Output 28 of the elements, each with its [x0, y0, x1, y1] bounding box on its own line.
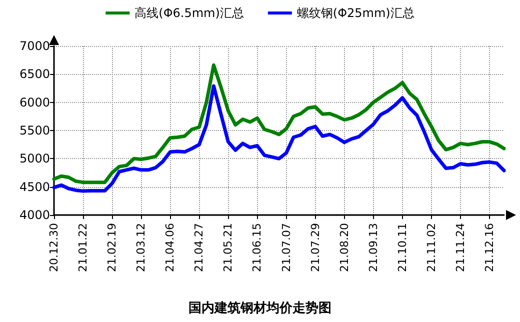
x-tick-label: 21.02.19 — [106, 223, 119, 272]
line-series — [52, 84, 506, 193]
x-tick-label: 21.01.22 — [76, 223, 90, 272]
x-tick-label: 21.07.29 — [308, 223, 322, 272]
x-tick-label: 21.09.13 — [366, 223, 380, 272]
x-tick-label: 21.08.20 — [338, 223, 351, 272]
x-tick-label: 21.10.11 — [396, 223, 409, 272]
x-tick-label: 21.04.27 — [192, 223, 206, 272]
y-tick-label: 6000 — [19, 95, 50, 110]
x-tick-label: 21.03.12 — [134, 223, 148, 272]
x-tick-label: 21.07.07 — [280, 223, 293, 272]
x-tick-label: 21.12.16 — [482, 223, 496, 272]
x-tick-label: 21.11.24 — [454, 223, 467, 272]
x-tick-label: 21.11.02 — [424, 223, 438, 272]
x-tick-label: 21.05.21 — [222, 223, 235, 272]
line-series — [52, 63, 506, 184]
y-tick-label: 7000 — [19, 39, 50, 53]
x-tick-label: 21.06.15 — [250, 223, 264, 272]
x-tick-label: 21.04.06 — [164, 223, 177, 272]
legend-label: 高线(Φ6.5mm)汇总 — [134, 6, 244, 20]
legend-label: 螺纹钢(Φ25mm)汇总 — [296, 6, 414, 20]
y-tick-label: 6500 — [19, 67, 50, 82]
y-tick-label: 4000 — [19, 208, 50, 222]
text: 国内建筑钢材均价走势图 — [188, 300, 332, 316]
y-tick-label: 5500 — [19, 124, 50, 138]
x-tick-label: 20.12.30 — [48, 223, 60, 272]
y-tick-label: 5000 — [19, 152, 50, 166]
y-tick-label: 4500 — [19, 180, 50, 194]
